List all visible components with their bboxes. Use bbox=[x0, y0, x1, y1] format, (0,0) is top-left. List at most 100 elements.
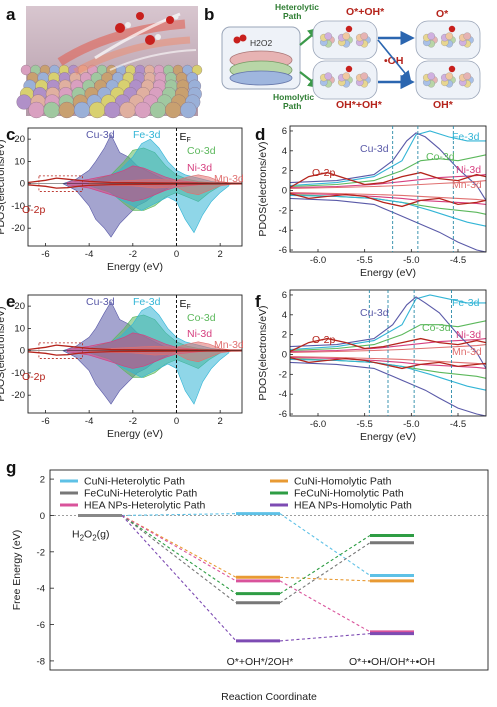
series-fe-3d-down bbox=[289, 194, 487, 227]
atom bbox=[427, 72, 435, 80]
y-tick-label: 0 bbox=[282, 185, 287, 196]
cluster-oh-oh bbox=[338, 72, 353, 88]
x-axis-label: Reaction Coordinate bbox=[221, 691, 317, 703]
y-axis-label: PDOS(electrons/eV) bbox=[0, 306, 7, 401]
panel-letter-a: a bbox=[6, 5, 16, 24]
label-mn-3d: Mn-3d bbox=[214, 339, 244, 351]
y-tick-label: -6 bbox=[37, 620, 45, 631]
zoom-region-box bbox=[38, 342, 83, 359]
y-tick-label: 6 bbox=[282, 290, 287, 301]
panel-letter-b: b bbox=[204, 5, 214, 24]
adsorbate-o bbox=[448, 25, 456, 33]
panel-g-free-energy-chart: 2 0 -2 -4 -6 -8 Reaction Coordinate Free Energy… bbox=[11, 469, 489, 703]
panel-letter-d: d bbox=[255, 125, 265, 144]
y-tick-label: -2 bbox=[37, 547, 45, 558]
cluster-box-oh bbox=[415, 60, 481, 100]
atom bbox=[180, 101, 197, 119]
series-fe-3d-down bbox=[289, 358, 487, 391]
x-axis-label: Energy (eV) bbox=[107, 261, 163, 273]
label-mn-3d: Mn-3d bbox=[452, 346, 482, 358]
state-label-intermediate: O*+OH*/2OH* bbox=[227, 656, 294, 668]
cluster-oh bbox=[423, 72, 438, 88]
series-o-2p-up bbox=[289, 337, 487, 353]
y-tick-label: 2 bbox=[282, 330, 287, 341]
energy-path-cuni-heterolytic-path bbox=[78, 512, 414, 577]
connector bbox=[279, 542, 371, 604]
energy-path-fecuni-heterolytic-path bbox=[78, 513, 414, 605]
series-mn-3d-down bbox=[289, 191, 487, 201]
y-axis-label: PDOS(electrons/eV) bbox=[257, 305, 269, 400]
label-ni-3d: Ni-3d bbox=[187, 162, 212, 174]
x-tick-label: -4 bbox=[85, 249, 93, 260]
connector bbox=[279, 580, 371, 633]
atom bbox=[324, 72, 332, 80]
y-tick-label: 4 bbox=[282, 146, 287, 157]
fermi-label: EF bbox=[179, 131, 190, 144]
y-tick-label: -4 bbox=[279, 225, 287, 236]
legend-label-fecuni-heterolytic-path: FeCuNi-Heterolytic Path bbox=[84, 488, 197, 500]
y-tick-label: 0 bbox=[20, 346, 25, 357]
cluster-o-oh bbox=[356, 32, 371, 48]
x-tick-label: -5.0 bbox=[403, 255, 419, 266]
y-tick-label: -4 bbox=[279, 389, 287, 400]
atom bbox=[119, 101, 136, 119]
atom bbox=[445, 32, 453, 40]
x-axis-label: Energy (eV) bbox=[360, 431, 416, 443]
connector bbox=[121, 515, 237, 642]
legend-label-hea-nps-homolytic-path: HEA NPs-Homolytic Path bbox=[294, 500, 412, 512]
atom bbox=[58, 101, 75, 119]
y-tick-label: 0 bbox=[282, 349, 287, 360]
connector bbox=[279, 513, 371, 576]
series-cu-3d-down bbox=[289, 197, 487, 253]
x-tick-label: -6 bbox=[41, 249, 49, 260]
cluster-oh bbox=[441, 72, 456, 88]
x-tick-label: -6.0 bbox=[310, 419, 326, 430]
panel-letter-g: g bbox=[6, 458, 16, 477]
adsorbate-o bbox=[345, 65, 353, 73]
label-fe-3d: Fe-3d bbox=[452, 131, 480, 143]
label-fe-3d: Fe-3d bbox=[133, 129, 161, 141]
series-o-2p-up bbox=[289, 171, 487, 189]
atom bbox=[149, 101, 167, 119]
state-label-final: O*+•OH/OH*+•OH bbox=[349, 656, 435, 668]
label-co-3d: Co-3d bbox=[426, 151, 455, 163]
atom bbox=[463, 72, 471, 80]
label-mn-3d: Mn-3d bbox=[452, 179, 482, 191]
x-tick-label: -4 bbox=[85, 416, 93, 427]
plot-frame bbox=[27, 294, 243, 414]
label-fe-3d: Fe-3d bbox=[452, 297, 480, 309]
panel-b-scheme: H2O2 Heterolytic Path Homolytic Path O*+OH… bbox=[221, 2, 481, 111]
x-tick-label: -6 bbox=[41, 416, 49, 427]
y-tick-label: 0 bbox=[40, 511, 45, 522]
y-tick-label: -2 bbox=[279, 369, 287, 380]
label-o-2p: O-2p bbox=[22, 371, 46, 383]
legend-label-fecuni-homolytic-path: FeCuNi-Homolytic Path bbox=[294, 488, 404, 500]
cluster-o bbox=[441, 32, 456, 48]
series-cu-3d-up bbox=[289, 296, 487, 369]
x-axis-label: Energy (eV) bbox=[107, 428, 163, 440]
series-o-2p-up bbox=[27, 177, 243, 184]
cluster-box-oh-oh bbox=[312, 60, 378, 100]
series-o-2p-up bbox=[27, 344, 243, 351]
legend: CuNi-Heterolytic Path CuNi-Homolytic Path… bbox=[60, 476, 412, 512]
o-oh-label: O*+OH* bbox=[346, 6, 385, 18]
catalyst-clusters bbox=[312, 20, 481, 100]
series-mn-3d-down bbox=[289, 355, 487, 365]
atom bbox=[360, 32, 368, 40]
series-co-3d-up bbox=[289, 320, 487, 352]
label-co-3d: Co-3d bbox=[187, 312, 216, 324]
y-tick-label: 10 bbox=[14, 156, 25, 167]
cluster-oh-oh bbox=[320, 72, 335, 88]
y-tick-label: 20 bbox=[14, 134, 25, 145]
y-tick-label: -8 bbox=[37, 656, 45, 667]
atom bbox=[134, 101, 151, 119]
y-axis-label: Free Energy (eV) bbox=[11, 530, 23, 611]
label-co-3d: Co-3d bbox=[187, 145, 216, 157]
x-tick-label: -4.5 bbox=[450, 255, 466, 266]
label-ni-3d: Ni-3d bbox=[456, 329, 481, 341]
cluster-box-o bbox=[415, 20, 481, 60]
x-tick-label: -2 bbox=[129, 416, 137, 427]
y-tick-label: -6 bbox=[279, 409, 287, 420]
